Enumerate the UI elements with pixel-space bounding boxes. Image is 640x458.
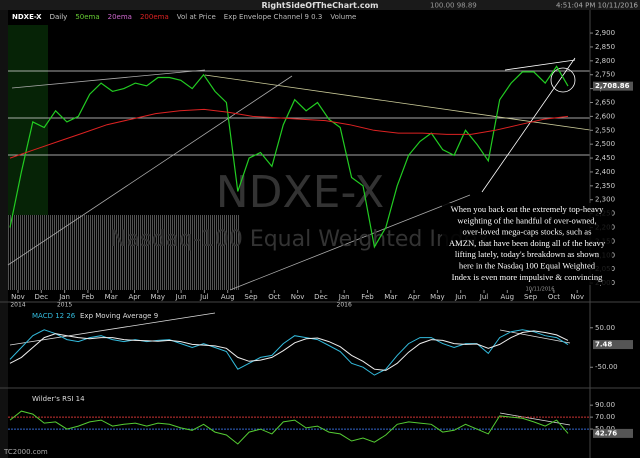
sidebar bbox=[0, 10, 8, 458]
trendline bbox=[481, 57, 576, 193]
x-tick-label: Oct bbox=[268, 293, 280, 301]
y-tick-label: 2,750 bbox=[595, 71, 615, 79]
x-tick-label: Jan bbox=[58, 293, 70, 301]
macd-title: MACD 12 26 bbox=[32, 312, 76, 320]
annotation-line: over-loved mega-caps stocks, such as bbox=[463, 227, 593, 237]
x-tick-label: Sep bbox=[524, 293, 538, 301]
trendline bbox=[204, 74, 591, 131]
annotation-line: here in the Nasdaq 100 Equal Weighted bbox=[459, 260, 596, 270]
date-label: 10/11/2016 bbox=[526, 287, 555, 293]
x-tick-label: Aug bbox=[221, 293, 235, 301]
y-tick-label: -50.00 bbox=[595, 363, 618, 371]
x-tick-label: Dec bbox=[314, 293, 328, 301]
highlight-circle bbox=[550, 67, 576, 93]
trendline bbox=[504, 59, 576, 71]
x-tick-label: Mar bbox=[384, 293, 397, 301]
footer: TC2000.com bbox=[3, 448, 48, 456]
trendline bbox=[7, 75, 293, 266]
x-tick-label: Nov bbox=[291, 293, 305, 301]
y-tick-label: 2,650 bbox=[595, 99, 615, 107]
annotation-line: AMZN, that have been doing all of the he… bbox=[449, 238, 606, 248]
y-tick-label: 2,350 bbox=[595, 182, 615, 190]
x-tick-label: Feb bbox=[82, 293, 95, 301]
last-value-label: 42.76 bbox=[595, 429, 617, 437]
y-tick-label: 2,900 bbox=[595, 29, 615, 37]
drawings bbox=[7, 57, 591, 426]
rsi-line bbox=[9, 410, 569, 445]
legend-entry: Exp Envelope Channel 9 0.3 bbox=[224, 13, 323, 21]
x-tick-label: May bbox=[151, 293, 165, 301]
legend-entry: 200ema bbox=[140, 13, 169, 21]
x-tick-label: Aug bbox=[500, 293, 514, 301]
annotation-line: weighting of the handful of over-owned, bbox=[457, 215, 596, 225]
x-tick-label: Oct bbox=[548, 293, 560, 301]
x-tick-label: Apr bbox=[408, 293, 420, 301]
legend-entry: Volume bbox=[330, 13, 356, 21]
x-tick-label: Apr bbox=[128, 293, 140, 301]
x-tick-label: Jul bbox=[479, 293, 489, 301]
site: RightSideOfTheChart.com bbox=[261, 1, 378, 10]
y-tick-label: 2,550 bbox=[595, 126, 615, 134]
x-tick-label: Dec bbox=[35, 293, 49, 301]
y-tick-label: 50.00 bbox=[595, 324, 615, 332]
watermark: Nasdaq-100 Equal Weighted Index bbox=[110, 227, 490, 252]
year-label: 2016 bbox=[337, 302, 352, 309]
y-tick-label: 90.00 bbox=[595, 401, 615, 409]
legend-entry: Vol at Price bbox=[177, 13, 216, 21]
y-tick-label: 2,300 bbox=[595, 196, 615, 204]
x-tick-label: Jun bbox=[175, 293, 187, 301]
y-tick-label: 2,400 bbox=[595, 168, 615, 176]
macd-trendline bbox=[9, 312, 216, 346]
rsi-trendline bbox=[499, 412, 571, 426]
rsi-title: Wilder's RSI 14 bbox=[32, 395, 85, 403]
symbol: NDXE-X bbox=[12, 13, 42, 21]
macd-line bbox=[9, 330, 569, 371]
timestamp: 4:51:04 PM 10/11/2016 bbox=[556, 2, 639, 10]
macd-trendline bbox=[499, 329, 571, 344]
title-bar bbox=[0, 0, 640, 10]
period: Daily bbox=[50, 13, 68, 21]
annotation-line: When you back out the extremely top-heav… bbox=[451, 204, 604, 214]
annotation-line: lifting lately, today's breakdown as sho… bbox=[455, 249, 600, 259]
price-line bbox=[9, 65, 569, 249]
y-tick-label: 2,450 bbox=[595, 154, 615, 162]
trendline bbox=[229, 194, 471, 291]
last-value-label: 7.48 bbox=[595, 341, 612, 349]
x-tick-label: Sep bbox=[244, 293, 258, 301]
vol-at-price-shade bbox=[8, 25, 48, 215]
y-tick-label: 2,800 bbox=[595, 57, 615, 65]
x-tick-label: Jun bbox=[454, 293, 466, 301]
year-label: 2015 bbox=[57, 302, 72, 309]
annotation-line: Index is even more impulsive & convincin… bbox=[452, 272, 604, 282]
legend-entry: 50ema bbox=[75, 13, 99, 21]
x-tick-label: Jan bbox=[338, 293, 350, 301]
y-tick-label: 2,600 bbox=[595, 112, 615, 120]
x-tick-label: Jul bbox=[199, 293, 209, 301]
last-value-box bbox=[593, 81, 633, 91]
legend-entry: 20ema bbox=[108, 13, 132, 21]
annotation-box bbox=[442, 203, 612, 285]
y-tick-label: 2,850 bbox=[595, 43, 615, 51]
x-tick-label: Feb bbox=[361, 293, 374, 301]
year-label: 2014 bbox=[10, 302, 25, 309]
last-value-box bbox=[593, 428, 633, 438]
last-value-label: 2,708.86 bbox=[595, 82, 630, 90]
y-tick-label: 2,500 bbox=[595, 140, 615, 148]
macd-signal-title: Exp Moving Average 9 bbox=[80, 312, 158, 320]
watermark: NDXE-X bbox=[216, 167, 385, 218]
y-tick-label: 70.00 bbox=[595, 413, 615, 421]
volume-shade bbox=[8, 215, 240, 290]
trendline bbox=[11, 69, 206, 89]
x-tick-label: Mar bbox=[105, 293, 118, 301]
x-tick-label: May bbox=[430, 293, 444, 301]
x-tick-label: Nov bbox=[570, 293, 584, 301]
x-tick-label: Nov bbox=[11, 293, 25, 301]
price-line bbox=[9, 108, 569, 159]
quote: 100.00 98.89 bbox=[430, 2, 477, 10]
last-value-box bbox=[593, 340, 633, 350]
